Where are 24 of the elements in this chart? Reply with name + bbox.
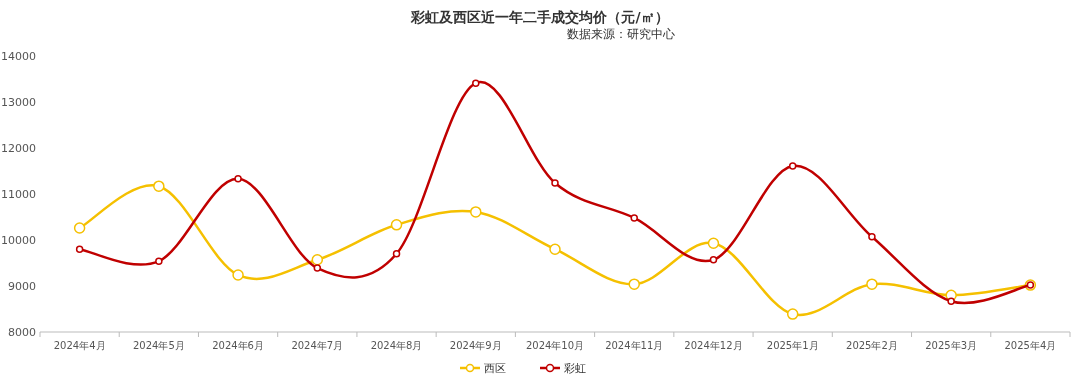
x-tick-label: 2024年6月 [212, 340, 264, 351]
y-tick-label: 13000 [1, 96, 36, 109]
x-tick-label: 2024年5月 [132, 340, 185, 351]
legend-label: 彩虹 [564, 362, 586, 375]
x-tick-label: 2024年10月 [525, 340, 585, 351]
x-tick-label: 2024年9月 [449, 340, 502, 351]
x-tick-label: 2025年2月 [846, 340, 898, 351]
x-tick-label: 2025年1月 [766, 340, 819, 351]
chart-title: 彩虹及西区近一年二手成交均价（元/㎡） [410, 9, 669, 25]
y-tick-label: 10000 [1, 234, 36, 247]
x-tick-label: 2024年12月 [684, 340, 743, 351]
y-tick-label: 12000 [1, 142, 36, 155]
y-tick-label: 9000 [8, 280, 36, 293]
x-tick-label: 2024年7月 [291, 340, 344, 351]
x-tick-label: 2025年4月 [1004, 340, 1057, 351]
y-tick-label: 14000 [1, 50, 36, 63]
source-note: 数据来源：研究中心 [567, 27, 675, 41]
y-tick-label: 8000 [8, 326, 36, 339]
y-tick-label: 11000 [1, 188, 36, 201]
x-tick-label: 2024年11月 [605, 340, 664, 351]
x-tick-label: 2024年8月 [370, 340, 423, 351]
legend-label: 西区 [484, 362, 506, 375]
x-tick-label: 2025年3月 [925, 340, 978, 351]
x-tick-label: 2024年4月 [53, 340, 106, 351]
